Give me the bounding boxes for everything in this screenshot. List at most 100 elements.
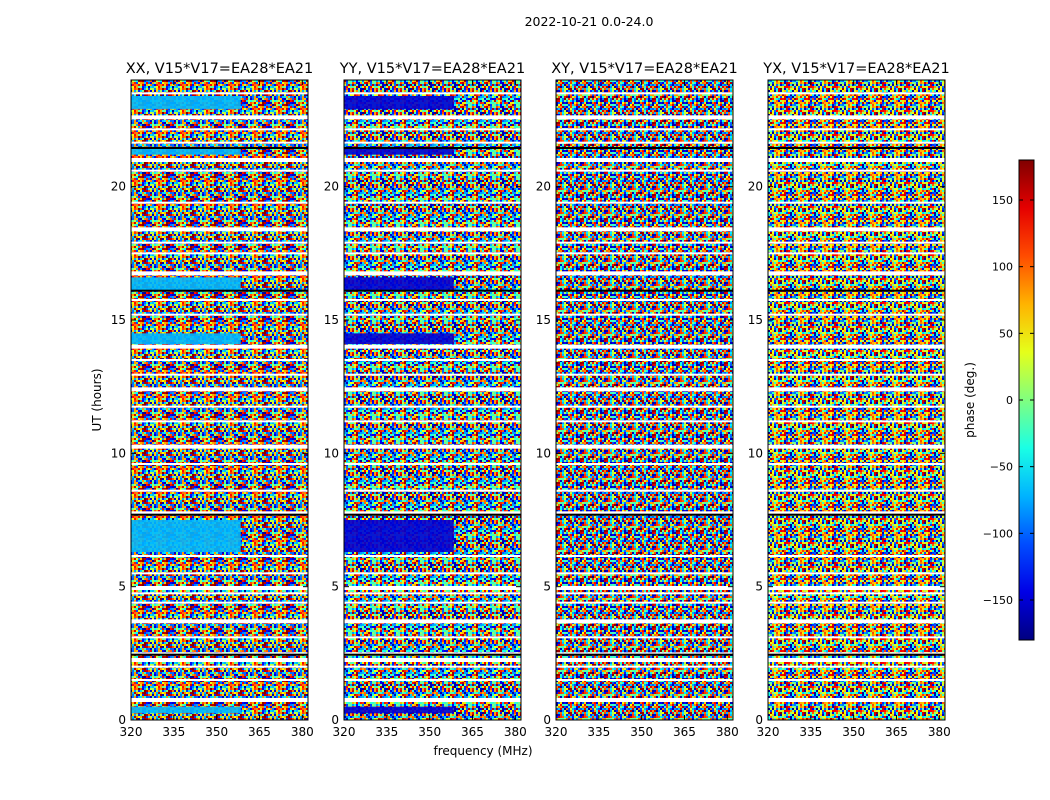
flagged-row xyxy=(344,511,521,516)
panel-title: YX, V15*V17=EA28*EA21 xyxy=(762,61,949,77)
flagged-row xyxy=(344,444,521,449)
flagged-row xyxy=(131,92,308,95)
flagged-row xyxy=(131,115,308,120)
flagged-row xyxy=(344,387,521,392)
flagged-row xyxy=(768,158,945,162)
gap-line xyxy=(768,289,945,292)
flagged-row xyxy=(768,373,945,376)
gap-line xyxy=(768,653,945,656)
flagged-row xyxy=(131,511,308,516)
colorbar-tick-label: −150 xyxy=(983,594,1013,607)
flagged-row xyxy=(768,299,945,301)
flagged-row xyxy=(768,252,945,255)
flagged-row xyxy=(768,601,945,604)
x-tick-label: 365 xyxy=(461,725,484,739)
panel-title: YY, V15*V17=EA28*EA21 xyxy=(339,61,525,77)
flagged-row xyxy=(131,227,308,232)
y-tick-label: 0 xyxy=(543,713,551,727)
flagged-row xyxy=(344,636,521,639)
y-tick-label: 5 xyxy=(755,580,763,594)
colorbar-label: phase (deg.) xyxy=(963,362,977,438)
flagged-row xyxy=(344,359,521,361)
flagged-row xyxy=(344,665,521,668)
gap-line xyxy=(344,653,521,656)
flagged-row xyxy=(556,241,733,244)
panel-title: XX, V15*V17=EA28*EA21 xyxy=(126,61,314,77)
x-tick-label: 365 xyxy=(673,725,696,739)
gap-line xyxy=(768,513,945,516)
y-tick-label: 20 xyxy=(111,180,126,194)
colorbar-tick-label: −100 xyxy=(983,527,1013,540)
coherent-band xyxy=(131,706,241,714)
flagged-row xyxy=(131,271,308,276)
flagged-row xyxy=(131,387,308,392)
flagged-row xyxy=(768,463,945,465)
flagged-row xyxy=(768,420,945,423)
flagged-row xyxy=(768,489,945,492)
flagged-row xyxy=(344,115,521,120)
y-tick-label: 0 xyxy=(755,713,763,727)
flagged-row xyxy=(556,444,733,449)
flagged-row xyxy=(556,592,733,595)
flagged-row xyxy=(131,665,308,668)
flagged-row xyxy=(768,92,945,95)
gap-line xyxy=(131,147,308,149)
y-tick-label: 20 xyxy=(748,180,763,194)
y-tick-label: 5 xyxy=(331,580,339,594)
flagged-row xyxy=(556,652,733,655)
flagged-row xyxy=(131,636,308,639)
x-tick-label: 380 xyxy=(928,725,951,739)
flagged-row xyxy=(556,92,733,95)
panel-frame xyxy=(343,79,522,721)
flagged-row xyxy=(768,115,945,120)
gap-line xyxy=(556,147,733,149)
flagged-row xyxy=(344,586,521,590)
flagged-row xyxy=(131,463,308,465)
gap-line xyxy=(131,289,308,292)
flagged-row xyxy=(556,679,733,681)
flagged-row xyxy=(131,241,308,244)
x-tick-label: 335 xyxy=(375,725,398,739)
flagged-row xyxy=(768,128,945,131)
flagged-row xyxy=(556,141,733,144)
x-tick-label: 380 xyxy=(504,725,527,739)
flagged-row xyxy=(768,511,945,516)
panel-1: YY, V15*V17=EA28*EA21 320 335 350 365 380 0 5 10… xyxy=(324,61,527,739)
flagged-row xyxy=(556,373,733,376)
flagged-row xyxy=(131,169,308,172)
y-axis-label: UT (hours) xyxy=(90,368,104,431)
colorbar-tick-label: 50 xyxy=(999,327,1013,340)
flagged-row xyxy=(344,405,521,408)
y-tick-label: 10 xyxy=(111,446,126,460)
flagged-row xyxy=(556,636,733,639)
flagged-row xyxy=(131,586,308,590)
flagged-row xyxy=(768,592,945,595)
flagged-row xyxy=(556,169,733,172)
colorbar-tick-label: −50 xyxy=(990,461,1013,474)
flagged-row xyxy=(131,359,308,361)
panel-2: XY, V15*V17=EA28*EA21 320 335 350 365 380 0 5 10… xyxy=(536,61,739,739)
flagged-row xyxy=(344,299,521,301)
flagged-row xyxy=(556,555,733,557)
flagged-row xyxy=(131,158,308,162)
flagged-row xyxy=(344,201,521,204)
flagged-row xyxy=(344,373,521,376)
flagged-row xyxy=(131,405,308,408)
panel-frame xyxy=(767,79,946,721)
x-tick-label: 320 xyxy=(333,725,356,739)
flagged-row xyxy=(131,698,308,702)
gap-line xyxy=(556,513,733,516)
coherent-band xyxy=(131,333,241,344)
heatmap-noise xyxy=(131,80,308,720)
coherent-band xyxy=(344,520,454,552)
coherent-band xyxy=(344,277,454,291)
y-tick-label: 10 xyxy=(536,446,551,460)
gap-line xyxy=(556,289,733,292)
flagged-row xyxy=(344,652,521,655)
flagged-row xyxy=(131,299,308,301)
flagged-row xyxy=(344,344,521,349)
coherent-band xyxy=(344,706,454,714)
colorbar-tick-label: 0 xyxy=(1006,394,1013,407)
x-tick-label: 350 xyxy=(842,725,865,739)
